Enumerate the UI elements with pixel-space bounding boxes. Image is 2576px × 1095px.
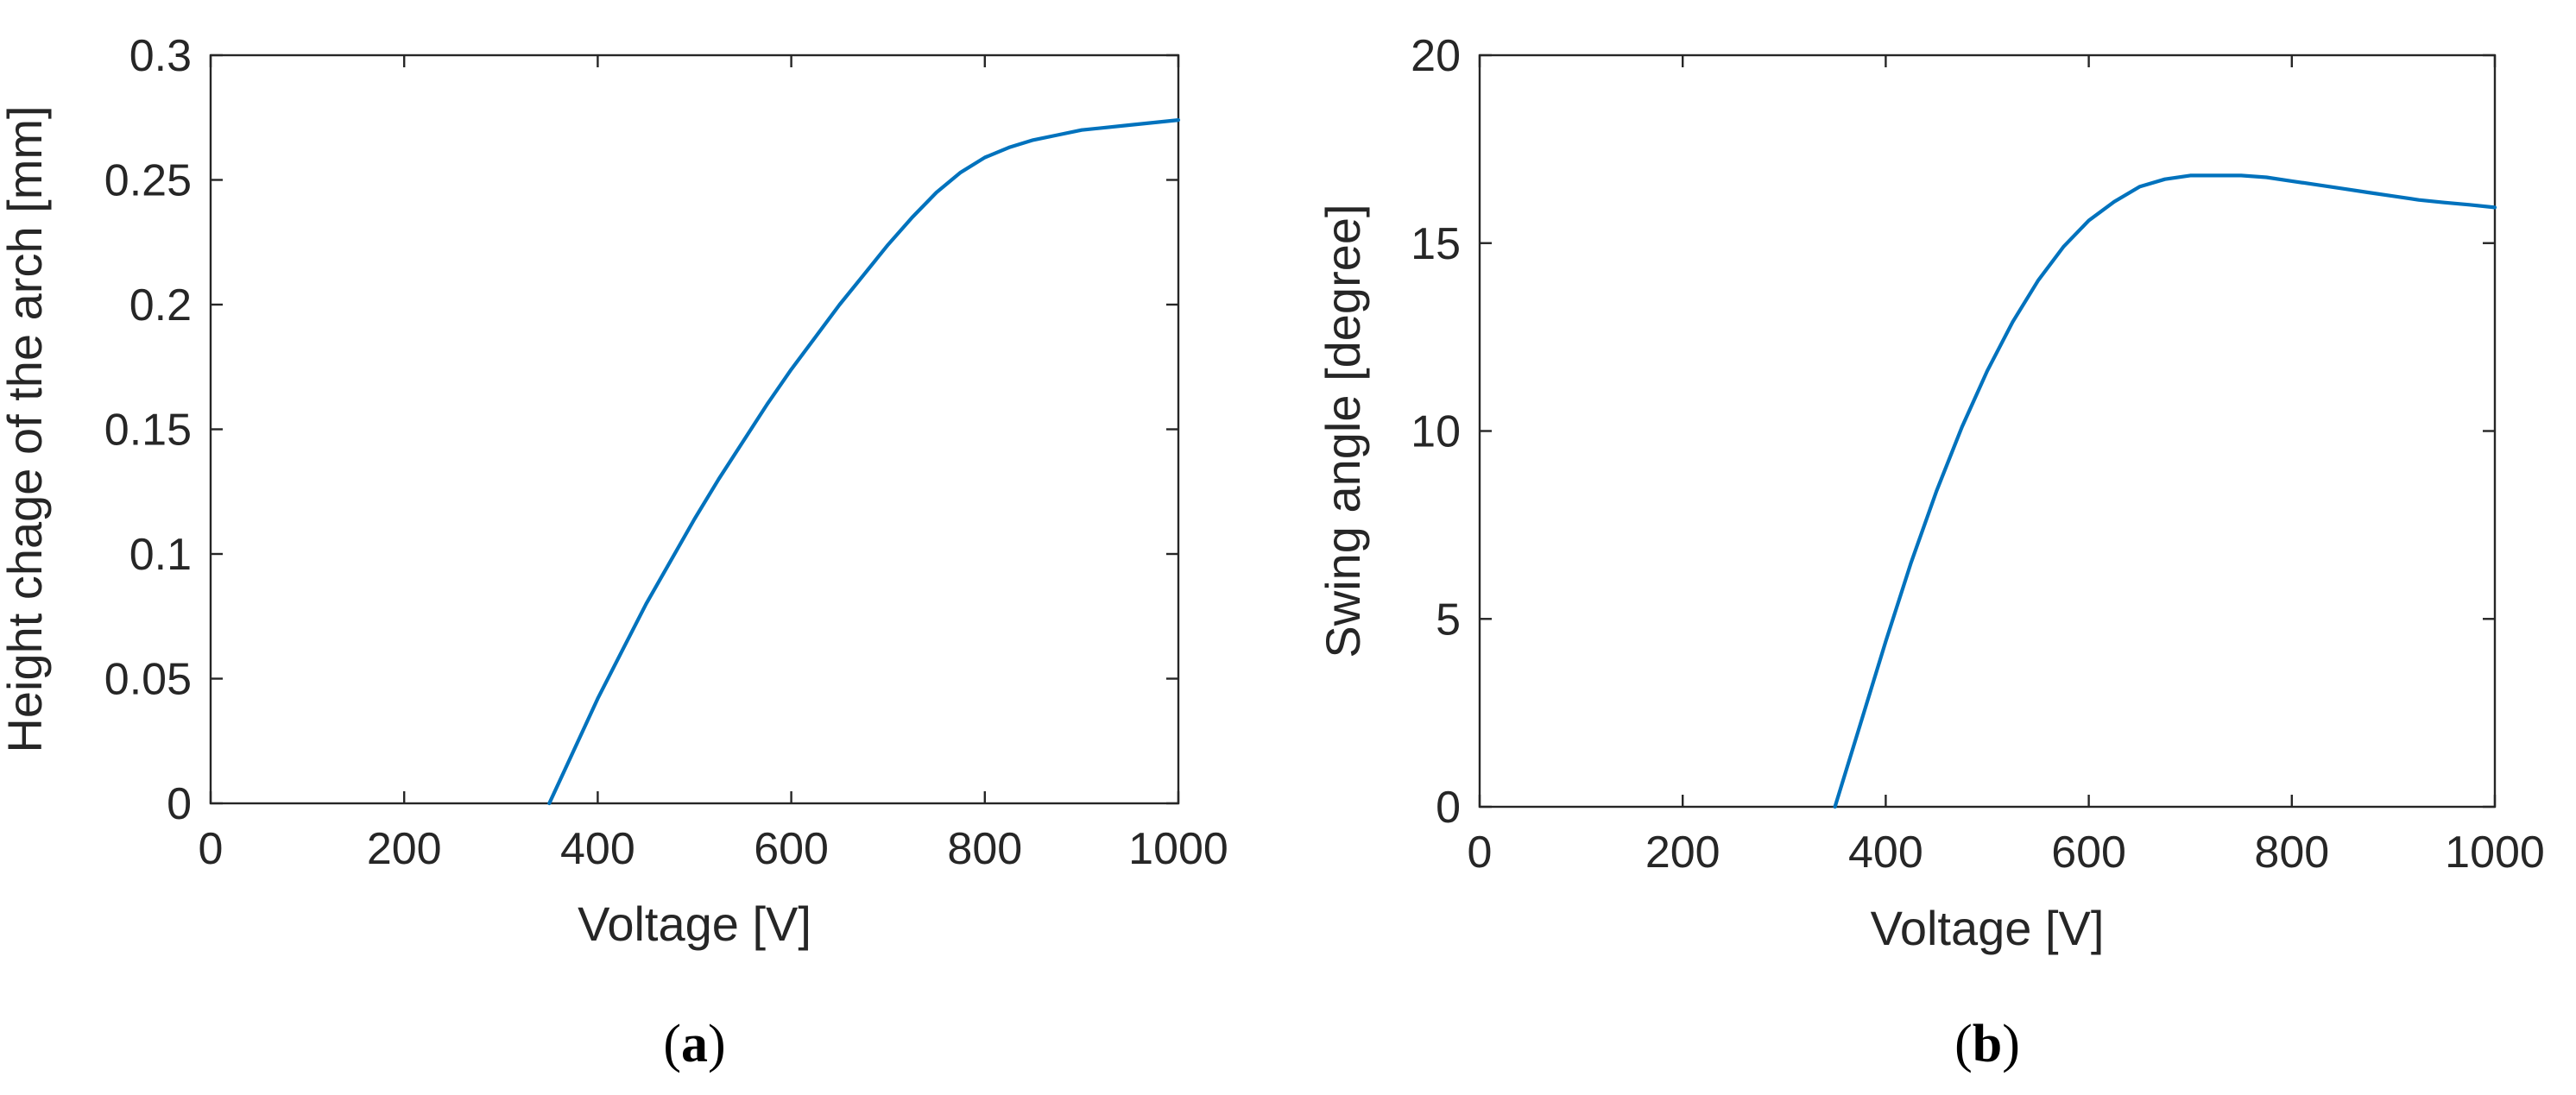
x-tick-label: 800	[947, 824, 1022, 874]
y-tick-label: 0.15	[104, 406, 192, 456]
y-tick-label: 5	[1436, 595, 1461, 645]
x-tick-label: 200	[1645, 828, 1720, 878]
panel-caption: (a)	[663, 1015, 725, 1073]
panel-caption: (b)	[1954, 1015, 2020, 1073]
chart-panel-a: 0 200 400 600 800 1000 0 0.05 0.1 0.15 0.2 0.25 0.3 V…	[0, 31, 1228, 1073]
x-tick-label: 0	[199, 824, 224, 874]
y-tick-label: 0.2	[129, 280, 192, 330]
y-axis-label: Swing angle [degree]	[1316, 204, 1370, 658]
x-tick-label: 1000	[2445, 828, 2545, 878]
chart-panel-b: 0 200 400 600 800 1000 0 5 10 15 20 Voltage [V] Swin…	[1316, 31, 2545, 1073]
y-tick-label: 0.05	[104, 655, 192, 705]
x-tick-label: 0	[1468, 828, 1493, 878]
x-axis-label: Voltage [V]	[1871, 901, 2105, 955]
y-tick-label: 0.25	[104, 156, 192, 206]
x-tick-label: 400	[560, 824, 635, 874]
series-line	[1833, 173, 2497, 809]
y-tick-label: 0	[1436, 783, 1461, 833]
x-tick-label: 600	[2051, 828, 2126, 878]
y-tick-label: 0.3	[129, 31, 192, 81]
x-tick-label: 800	[2254, 828, 2329, 878]
y-tick-label: 15	[1411, 219, 1461, 269]
series-line	[547, 118, 1181, 806]
x-tick-label: 400	[1848, 828, 1923, 878]
x-axis-label: Voltage [V]	[578, 897, 811, 951]
y-tick-label: 20	[1411, 31, 1461, 81]
x-tick-label: 1000	[1128, 824, 1228, 874]
y-axis-label: Height chage of the arch [mm]	[0, 105, 52, 752]
x-tick-label: 600	[754, 824, 829, 874]
y-tick-label: 10	[1411, 407, 1461, 457]
x-tick-label: 200	[367, 824, 442, 874]
y-tick-label: 0	[167, 779, 192, 829]
y-tick-label: 0.1	[129, 530, 192, 580]
